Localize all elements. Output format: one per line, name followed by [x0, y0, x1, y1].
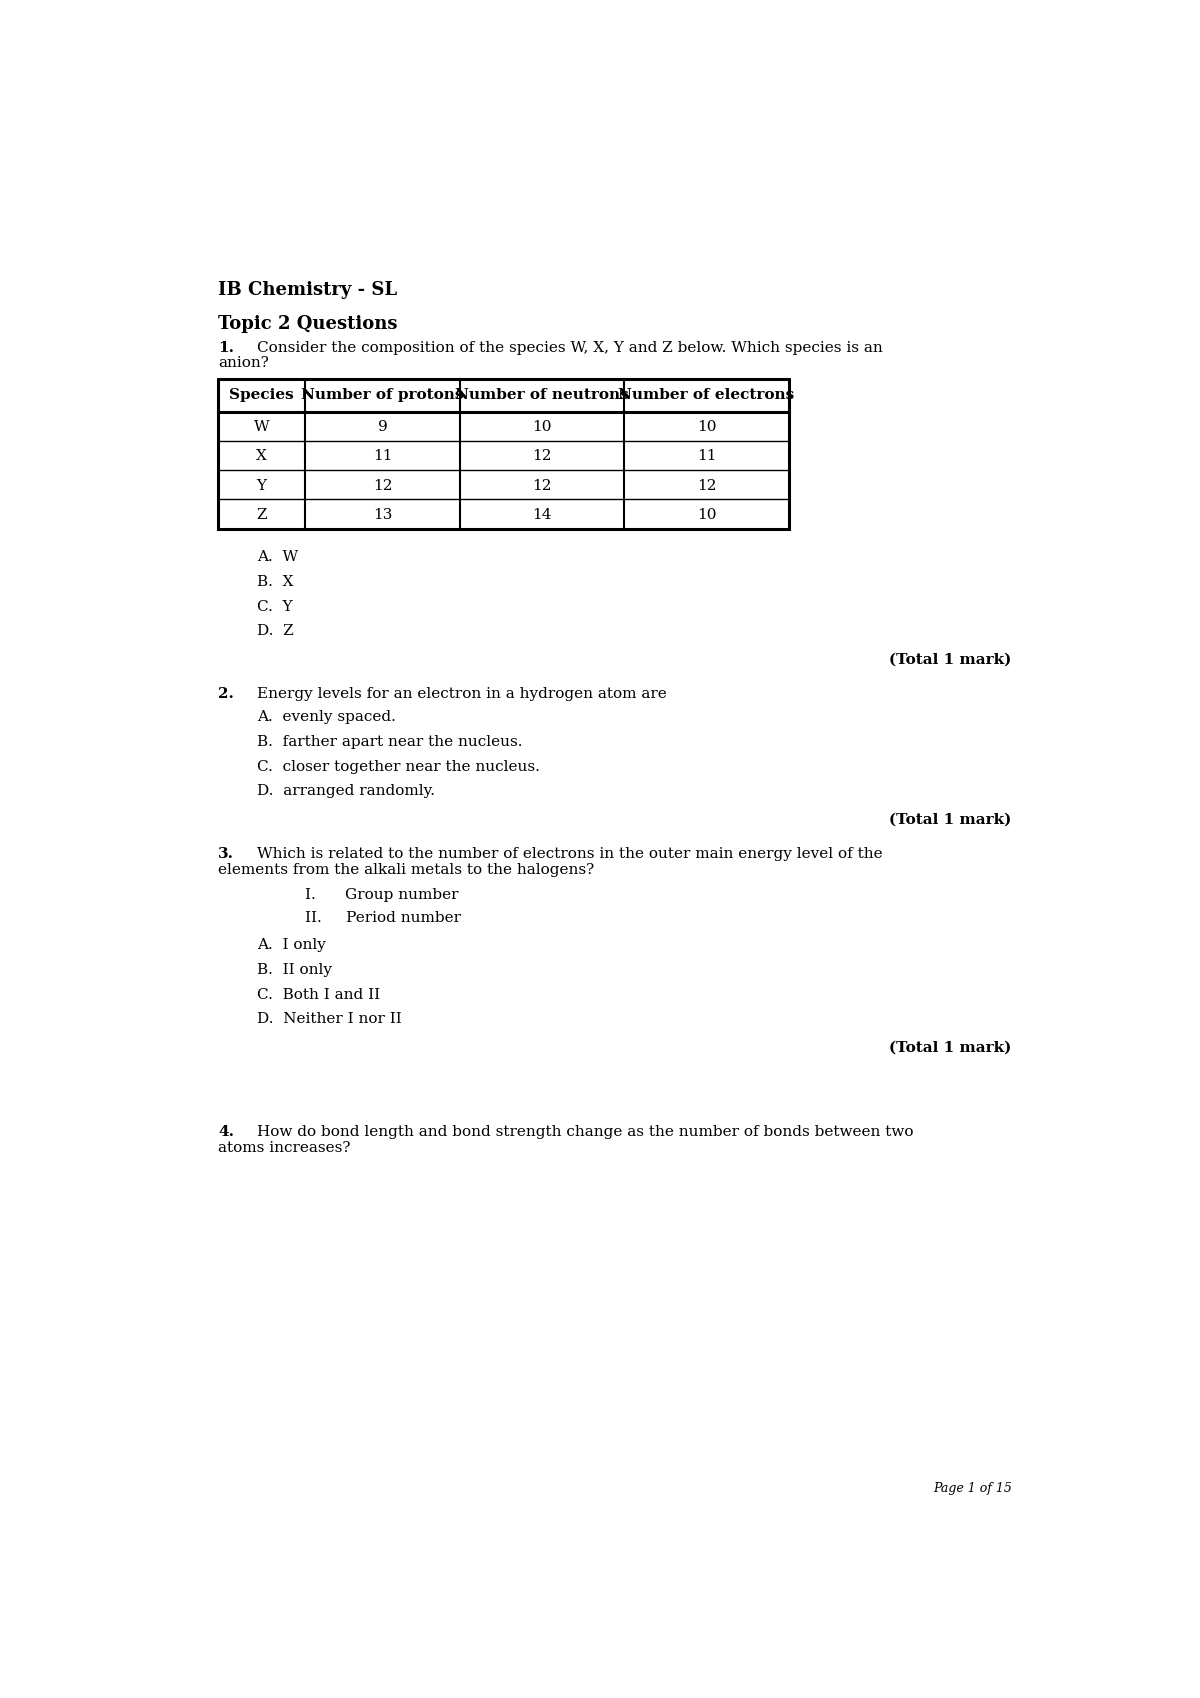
Text: atoms increases?: atoms increases?: [218, 1141, 350, 1155]
Text: 10: 10: [697, 508, 716, 521]
Text: 10: 10: [697, 419, 716, 435]
Text: 3.: 3.: [218, 847, 234, 861]
Text: 4.: 4.: [218, 1126, 234, 1139]
Text: C.  Both I and II: C. Both I and II: [257, 988, 380, 1002]
Text: anion?: anion?: [218, 357, 269, 370]
Text: Which is related to the number of electrons in the outer main energy level of th: Which is related to the number of electr…: [257, 847, 882, 861]
Text: C.  closer together near the nucleus.: C. closer together near the nucleus.: [257, 759, 540, 774]
Text: D.  arranged randomly.: D. arranged randomly.: [257, 784, 434, 798]
Text: Y: Y: [257, 479, 266, 492]
Text: A.  evenly spaced.: A. evenly spaced.: [257, 710, 396, 725]
Text: B.  farther apart near the nucleus.: B. farther apart near the nucleus.: [257, 735, 522, 749]
Text: B.  X: B. X: [257, 576, 294, 589]
Text: I.      Group number: I. Group number: [305, 888, 458, 902]
Text: Page 1 of 15: Page 1 of 15: [932, 1482, 1012, 1494]
Text: C.  Y: C. Y: [257, 599, 293, 613]
Text: (Total 1 mark): (Total 1 mark): [889, 652, 1012, 667]
Text: Number of electrons: Number of electrons: [618, 387, 794, 402]
Text: D.  Neither I nor II: D. Neither I nor II: [257, 1012, 402, 1026]
Text: D.  Z: D. Z: [257, 625, 294, 638]
Text: A.  W: A. W: [257, 550, 298, 564]
Text: B.  II only: B. II only: [257, 963, 332, 976]
Text: W: W: [253, 419, 270, 435]
Text: Consider the composition of the species W, X, Y and Z below. Which species is an: Consider the composition of the species …: [257, 341, 883, 355]
Text: IB Chemistry - SL: IB Chemistry - SL: [218, 280, 397, 299]
Text: Number of protons: Number of protons: [301, 387, 463, 402]
Text: 2.: 2.: [218, 688, 234, 701]
Text: Energy levels for an electron in a hydrogen atom are: Energy levels for an electron in a hydro…: [257, 688, 667, 701]
Text: 12: 12: [697, 479, 716, 492]
Text: Number of neutrons: Number of neutrons: [455, 387, 629, 402]
Text: 11: 11: [697, 450, 716, 464]
Text: (Total 1 mark): (Total 1 mark): [889, 813, 1012, 827]
Text: Topic 2 Questions: Topic 2 Questions: [218, 316, 397, 333]
Text: 12: 12: [533, 479, 552, 492]
Text: (Total 1 mark): (Total 1 mark): [889, 1041, 1012, 1054]
Text: II.     Period number: II. Period number: [305, 910, 461, 925]
Text: X: X: [256, 450, 268, 464]
Bar: [218, 379, 788, 528]
Text: 1.: 1.: [218, 341, 234, 355]
Text: Species: Species: [229, 387, 294, 402]
Text: 12: 12: [373, 479, 392, 492]
Text: A.  I only: A. I only: [257, 939, 326, 953]
Text: How do bond length and bond strength change as the number of bonds between two: How do bond length and bond strength cha…: [257, 1126, 913, 1139]
Text: 9: 9: [378, 419, 388, 435]
Text: Z: Z: [257, 508, 266, 521]
Text: 12: 12: [533, 450, 552, 464]
Text: 11: 11: [373, 450, 392, 464]
Text: 13: 13: [373, 508, 392, 521]
Text: elements from the alkali metals to the halogens?: elements from the alkali metals to the h…: [218, 863, 594, 876]
Text: 14: 14: [533, 508, 552, 521]
Text: 10: 10: [533, 419, 552, 435]
